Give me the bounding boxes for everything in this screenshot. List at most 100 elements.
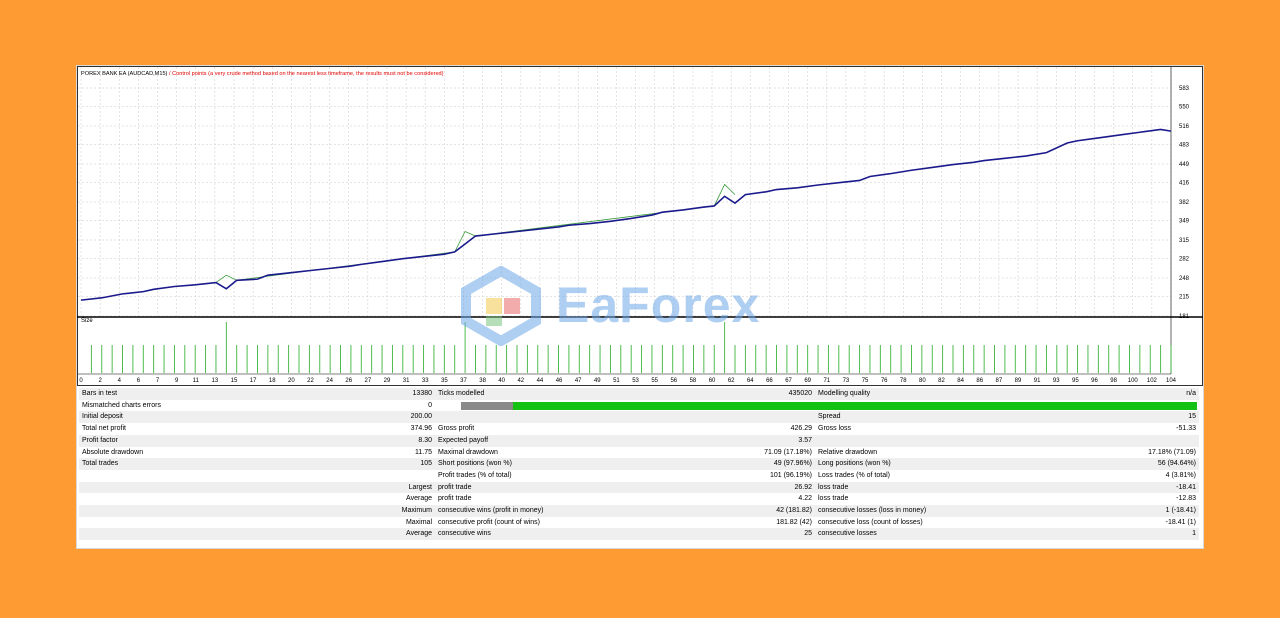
x-tick-label: 58 [690,378,697,384]
report-cell-value: 374.96 [410,425,432,433]
report-cell-label3 [815,434,1005,447]
report-cell-value3 [1005,434,1199,447]
y-tick-label: 315 [1179,238,1190,244]
x-tick-label: 95 [1072,378,1079,384]
report-cell-value: 13380 [229,388,435,400]
x-tick-label: 9 [175,378,179,384]
y-tick-label: 215 [1179,295,1190,301]
x-tick-label: 20 [288,378,295,384]
x-tick-label: 55 [651,378,658,384]
report-cell-value: 200.00 [229,411,435,424]
y-tick-label: 583 [1179,86,1190,92]
report-cell-label2: Profit trades (% of total) [438,471,512,479]
report-cell-label2: Gross profit [438,425,475,433]
y-tick-label: 382 [1179,200,1190,206]
report-cell-value2: 101 (96.19%) [769,471,812,479]
report-cell-value2: 26.92 [625,481,815,494]
report-row: Absolute drawdown 11.75 Maximal drawdown 71… [79,447,1199,459]
x-tick-label: 64 [747,378,754,384]
report-cell-label3: Modelling quality [815,388,1005,400]
x-tick-label: 96 [1091,378,1098,384]
x-tick-label: 40 [498,378,505,384]
x-tick-label: 82 [938,378,945,384]
report-cell-value3: n/a [1005,388,1199,400]
report-cell-label2: Maximal drawdown [438,448,498,456]
report-cell-value3: 17.18% (71.09) [1148,448,1196,456]
x-tick-label: 33 [422,378,429,384]
report-cell-value: 105 [229,458,435,470]
x-tick-label: 67 [785,378,792,384]
report-cell-label3: Loss trades (% of total) [818,471,890,479]
chart-frame [77,66,1203,386]
x-tick-label: 37 [460,378,467,384]
report-cell-value: Largest [229,481,435,494]
x-tick-label: 102 [1147,378,1158,384]
report-cell-value3: -51.33 [1176,425,1196,433]
y-tick-label: 349 [1179,219,1190,225]
report-cell-label2: consecutive profit (count of wins) [438,518,540,526]
report-row: Mismatched charts errors 0 [79,400,1199,412]
x-tick-label: 53 [632,378,639,384]
report-cell-label3: Spread [815,411,1005,424]
report-cell-value2: 71.09 (17.18%) [764,448,812,456]
x-tick-label: 89 [1015,378,1022,384]
x-tick-label: 93 [1053,378,1060,384]
x-tick-label: 44 [537,378,544,384]
x-tick-label: 42 [517,378,524,384]
x-tick-label: 49 [594,378,601,384]
chart-warning: / Control points (a very crude method ba… [168,71,444,77]
x-tick-label: 38 [479,378,486,384]
report-cell-value [229,470,435,482]
size-label: Size [81,318,93,324]
report-cell-value: Average [406,495,432,503]
x-tick-label: 35 [441,378,448,384]
report-cell-value2: 4.22 [798,495,812,503]
report-cell-label2: Expected payoff [435,434,625,447]
x-tick-label: 11 [193,378,200,384]
report-cell-value2: 42 (181.82) [625,505,815,517]
report-cell-label: Profit factor [79,434,229,447]
x-tick-label: 78 [900,378,907,384]
y-tick-label: 282 [1179,257,1190,263]
report-row: Average consecutive wins 25 consecutive los… [79,528,1199,541]
report-row: Maximal consecutive profit (count of wins… [79,517,1199,529]
modelling-quality-bar [461,402,1197,410]
x-tick-label: 46 [556,378,563,384]
y-tick-label: 483 [1179,143,1190,149]
x-tick-label: 87 [996,378,1003,384]
report-row: Profit trades (% of total) 101 (96.19%) Lo… [79,470,1199,482]
report-cell-label3: consecutive losses (loss in money) [815,505,1005,517]
report-cell-label2 [435,400,625,412]
x-tick-label: 62 [728,378,735,384]
y-tick-label: 516 [1179,124,1190,130]
x-tick-label: 76 [881,378,888,384]
report-cell-label3: consecutive losses [815,528,1005,541]
report-cell-label3: consecutive loss (count of losses) [818,518,923,526]
x-tick-label: 91 [1034,378,1041,384]
report-cell-value2 [625,411,815,424]
report-cell-value2: 181.82 (42) [776,518,812,526]
x-tick-label: 13 [212,378,219,384]
report-cell-value: Average [229,528,435,541]
report-cell-label [79,517,229,529]
x-tick-label: 4 [118,378,122,384]
x-tick-label: 86 [976,378,983,384]
report-cell-value: 8.30 [229,434,435,447]
report-cell-label2: Ticks modelled [435,388,625,400]
x-tick-label: 66 [766,378,773,384]
report-cell-label2: profit trade [435,481,625,494]
report-cell-value: 0 [428,401,432,409]
balance-line [80,128,1172,301]
report-cell-value2 [625,400,815,412]
report-cell-label: Initial deposit [79,411,229,424]
report-cell-label [79,493,229,505]
x-tick-label: 18 [269,378,276,384]
x-tick-label: 6 [137,378,141,384]
report-cell-label [79,481,229,494]
report-cell-label: Absolute drawdown [82,448,144,456]
equity-line [215,183,736,283]
report-cell-label3: Gross loss [818,425,852,433]
modelling-quality-bar-unfilled [461,402,513,410]
report-cell-value3: 4 (3.81%) [1165,471,1196,479]
x-tick-label: 22 [307,378,314,384]
